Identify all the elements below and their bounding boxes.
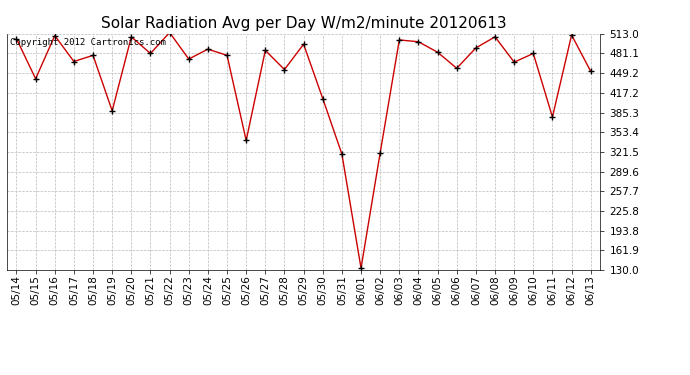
Text: Copyright 2012 Cartronics.com: Copyright 2012 Cartronics.com (10, 39, 166, 48)
Title: Solar Radiation Avg per Day W/m2/minute 20120613: Solar Radiation Avg per Day W/m2/minute … (101, 16, 506, 31)
